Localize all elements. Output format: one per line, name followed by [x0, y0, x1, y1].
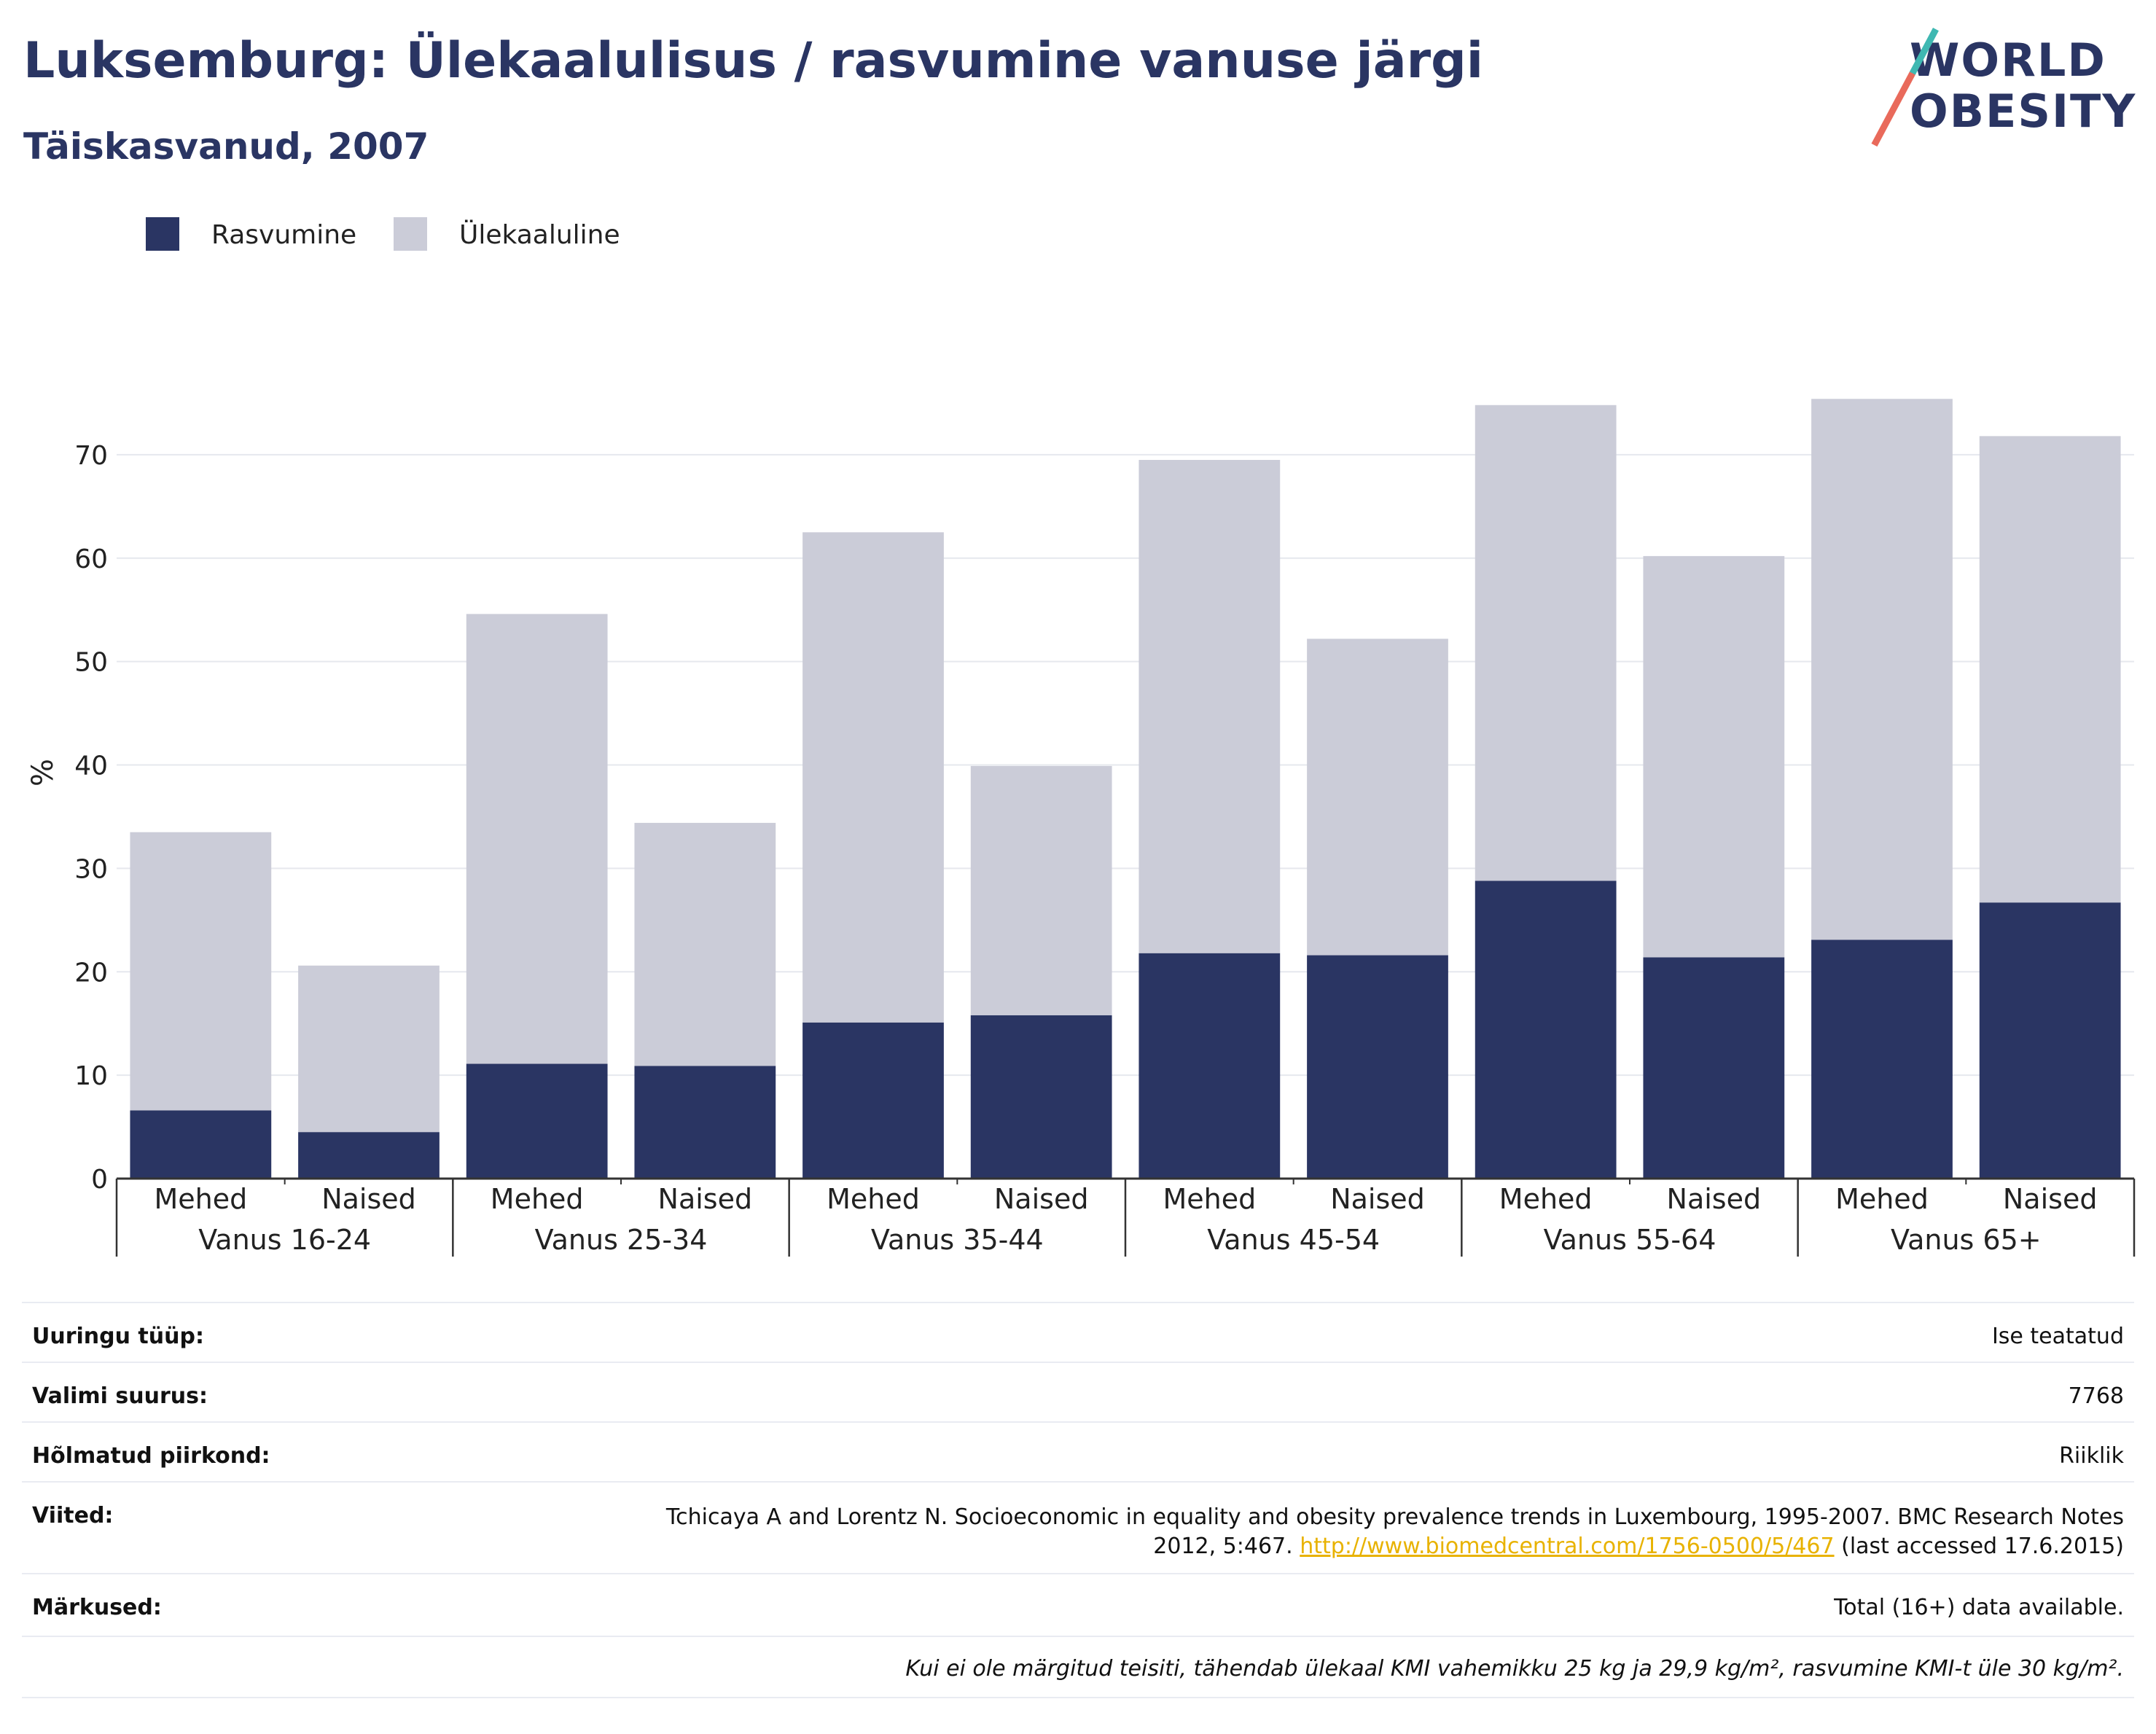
info-label: Valimi suurus: — [32, 1383, 208, 1409]
x-tick-label: Naised — [2003, 1183, 2098, 1215]
bar-obesity — [1811, 940, 1953, 1179]
x-tick-label: Naised — [994, 1183, 1089, 1215]
y-tick-label: 0 — [91, 1165, 108, 1195]
group-label: Vanus 16-24 — [198, 1224, 371, 1256]
y-tick-label: 40 — [74, 751, 108, 781]
bar-overweight — [1643, 555, 1785, 958]
y-tick-label: 70 — [74, 441, 108, 471]
info-row-references: Viited: Tchicaya A and Lorentz N. Socioe… — [22, 1481, 2134, 1573]
group-label: Vanus 65+ — [1891, 1224, 2042, 1256]
group-label: Vanus 25-34 — [535, 1224, 708, 1256]
bar-overweight — [130, 832, 272, 1111]
x-tick-label: Mehed — [1835, 1183, 1929, 1215]
info-row-footnote: Kui ei ole märgitud teisiti, tähendab ül… — [22, 1636, 2134, 1698]
world-obesity-logo: WORLD OBESITY — [1871, 22, 2143, 153]
bars — [130, 399, 2121, 1179]
info-value: Total (16+) data available. — [1834, 1595, 2124, 1620]
bar-obesity — [466, 1063, 608, 1179]
info-label: Märkused: — [32, 1595, 162, 1620]
axes: 0 10 20 30 40 50 60 70 Mehed Naised Mehed Naised Meh… — [74, 441, 2136, 1257]
bar-overweight — [466, 614, 608, 1064]
bar-obesity — [1307, 955, 1448, 1179]
survey-info-table: Uuringu tüüp: Ise teatatud Valimi suurus… — [22, 1302, 2134, 1698]
y-axis-label: % — [26, 759, 60, 786]
x-tick-label: Naised — [321, 1183, 416, 1215]
logo-line2: OBESITY — [1910, 85, 2137, 138]
logo-line1: WORLD — [1910, 34, 2106, 87]
group-label: Vanus 55-64 — [1544, 1224, 1716, 1256]
x-tick-label: Mehed — [491, 1183, 584, 1215]
references-accessed: (last accessed 17.6.2015) — [1841, 1534, 2124, 1559]
x-tick-label: Naised — [658, 1183, 753, 1215]
bar-obesity — [1979, 902, 2121, 1179]
references-citation: 2012, 5:467. — [1153, 1534, 1293, 1559]
legend-label-obesity: Rasvumine — [211, 220, 357, 250]
bar-overweight — [1475, 405, 1617, 881]
bar-overweight — [1811, 399, 1953, 940]
stacked-bar-chart: 0 10 20 30 40 50 60 70 Mehed Naised Mehed Naised Meh… — [26, 399, 2136, 1257]
y-tick-label: 30 — [74, 854, 108, 884]
page-title: Luksemburg: Ülekaalulisus / rasvumine va… — [23, 32, 1484, 90]
references-line1: Tchicaya A and Lorentz N. Socioeconomic … — [665, 1504, 2124, 1530]
bar-overweight — [1307, 638, 1448, 956]
references-text: Tchicaya A and Lorentz N. Socioeconomic … — [666, 1503, 2124, 1561]
bar-obesity — [970, 1015, 1112, 1179]
info-value: 7768 — [2068, 1383, 2124, 1409]
group-label: Vanus 35-44 — [871, 1224, 1044, 1256]
bar-overweight — [970, 765, 1112, 1015]
info-value: Ise teatatud — [1991, 1324, 2124, 1349]
x-tick-label: Mehed — [1499, 1183, 1593, 1215]
bar-obesity — [1475, 880, 1617, 1179]
info-label: Viited: — [32, 1503, 114, 1528]
y-tick-label: 50 — [74, 648, 108, 678]
info-row-sample-size: Valimi suurus: 7768 — [22, 1362, 2134, 1421]
bar-overweight — [1979, 436, 2121, 903]
bar-overweight — [1138, 459, 1281, 953]
definition-footnote: Kui ei ole märgitud teisiti, tähendab ül… — [905, 1656, 2124, 1682]
bar-obesity — [1138, 953, 1281, 1179]
info-value: Riiklik — [2059, 1443, 2124, 1469]
bar-obesity — [1643, 957, 1785, 1179]
x-tick-label: Mehed — [154, 1183, 247, 1215]
group-label: Vanus 45-54 — [1207, 1224, 1380, 1256]
x-tick-label: Naised — [1330, 1183, 1425, 1215]
info-label: Hõlmatud piirkond: — [32, 1443, 270, 1469]
legend-swatch-obesity — [146, 217, 179, 251]
y-tick-label: 20 — [74, 958, 108, 988]
info-row-survey-type: Uuringu tüüp: Ise teatatud — [22, 1302, 2134, 1362]
reference-link[interactable]: http://www.biomedcentral.com/1756-0500/5… — [1300, 1534, 1835, 1559]
bar-overweight — [298, 965, 440, 1133]
references-line2: 2012, 5:467. http://www.biomedcentral.co… — [666, 1532, 2124, 1561]
y-tick-label: 60 — [74, 544, 108, 574]
y-tick-label: 10 — [74, 1061, 108, 1091]
info-row-notes: Märkused: Total (16+) data available. — [22, 1573, 2134, 1636]
x-tick-label: Mehed — [1163, 1183, 1256, 1215]
bar-obesity — [802, 1022, 944, 1179]
x-tick-label: Mehed — [827, 1183, 920, 1215]
gridlines — [117, 453, 2134, 1077]
bar-overweight — [634, 822, 776, 1066]
bar-obesity — [130, 1110, 272, 1179]
x-tick-label: Naised — [1667, 1183, 1762, 1215]
info-row-region: Hõlmatud piirkond: Riiklik — [22, 1421, 2134, 1481]
legend-label-overweight: Ülekaaluline — [459, 220, 620, 250]
bar-overweight — [802, 532, 944, 1023]
legend-swatch-overweight — [394, 217, 427, 251]
info-label: Uuringu tüüp: — [32, 1324, 204, 1349]
bar-obesity — [298, 1132, 440, 1179]
page-subtitle: Täiskasvanud, 2007 — [23, 125, 429, 168]
bar-obesity — [634, 1066, 776, 1179]
